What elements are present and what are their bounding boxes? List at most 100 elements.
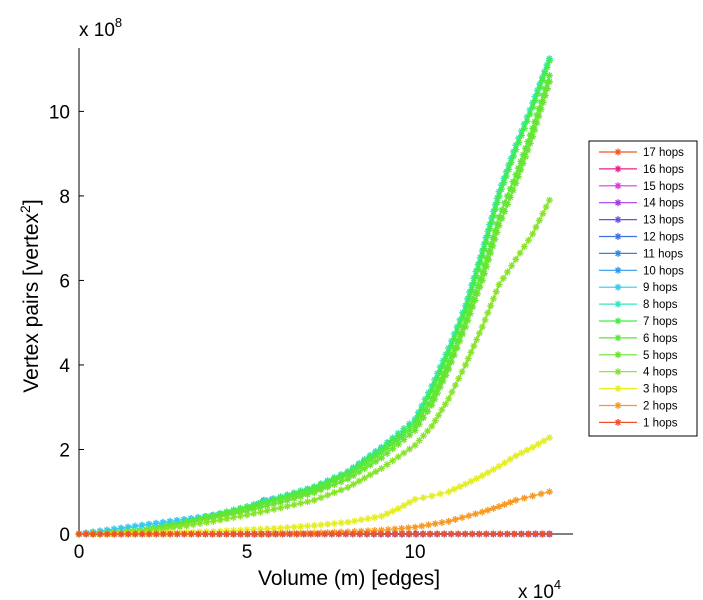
data-point xyxy=(283,524,291,532)
y-tick-label: 4 xyxy=(59,356,70,377)
data-point xyxy=(419,414,427,422)
data-point xyxy=(283,496,291,504)
data-point xyxy=(484,309,492,317)
data-point xyxy=(441,400,449,408)
data-point xyxy=(484,231,492,239)
data-point xyxy=(484,506,492,514)
data-point xyxy=(419,432,427,440)
data-point xyxy=(473,290,481,298)
data-point xyxy=(424,400,432,408)
data-point xyxy=(307,530,315,538)
data-point xyxy=(103,526,111,534)
data-point xyxy=(517,131,525,139)
data-point xyxy=(424,521,432,529)
data-point xyxy=(433,374,441,382)
data-point xyxy=(531,126,539,134)
data-point xyxy=(372,457,380,465)
data-point xyxy=(424,427,432,435)
data-point xyxy=(357,527,365,535)
data-point xyxy=(355,468,363,476)
data-point xyxy=(485,256,493,264)
data-point xyxy=(532,223,540,231)
data-point xyxy=(366,471,374,479)
data-point xyxy=(415,420,423,428)
legend-marker xyxy=(614,165,622,173)
data-point xyxy=(495,213,503,221)
data-point xyxy=(520,243,528,251)
series-line xyxy=(78,60,551,535)
data-point xyxy=(391,525,399,533)
data-point xyxy=(442,350,450,358)
data-point xyxy=(450,351,458,359)
data-point xyxy=(236,526,244,534)
data-point xyxy=(481,316,489,324)
data-point xyxy=(445,348,453,356)
legend-marker xyxy=(614,148,622,156)
data-point xyxy=(215,530,223,538)
legend-item: 12 hops xyxy=(599,232,684,244)
data-point xyxy=(317,521,325,529)
data-point xyxy=(515,138,523,146)
y-tick-label: 2 xyxy=(59,440,70,461)
data-point xyxy=(529,443,537,451)
data-point xyxy=(526,139,534,147)
data-point xyxy=(400,427,408,435)
data-point xyxy=(474,265,482,273)
data-point xyxy=(471,289,479,297)
data-point xyxy=(476,283,484,291)
data-point xyxy=(456,320,464,328)
data-point xyxy=(335,530,343,538)
data-point xyxy=(489,295,497,303)
data-point xyxy=(250,510,258,518)
data-point xyxy=(356,530,364,538)
data-point xyxy=(297,529,305,537)
data-point xyxy=(317,486,325,494)
data-point xyxy=(439,377,447,385)
y-tick-label: 6 xyxy=(59,271,70,292)
legend-label: 3 hops xyxy=(643,384,678,396)
data-point xyxy=(445,365,453,373)
data-point xyxy=(173,516,181,524)
data-point xyxy=(464,355,472,363)
legend-label: 2 hops xyxy=(643,401,678,413)
data-point xyxy=(453,338,461,346)
data-point xyxy=(131,530,139,538)
data-point xyxy=(357,516,365,524)
data-point xyxy=(117,524,125,532)
data-point xyxy=(506,498,514,506)
data-point xyxy=(110,530,118,538)
legend-marker xyxy=(614,216,622,224)
data-point xyxy=(424,407,432,415)
series-6-hops xyxy=(75,71,553,538)
data-point xyxy=(256,508,264,516)
data-point xyxy=(411,523,419,531)
data-point xyxy=(300,530,308,538)
data-point xyxy=(370,530,378,538)
data-point xyxy=(251,530,259,538)
data-point xyxy=(424,389,432,397)
data-point xyxy=(428,382,436,390)
data-point xyxy=(512,452,520,460)
data-point xyxy=(538,77,546,85)
data-point xyxy=(162,525,170,533)
data-point xyxy=(467,477,475,485)
data-point xyxy=(419,494,427,502)
data-point xyxy=(404,524,412,532)
data-point xyxy=(431,376,439,384)
legend-marker xyxy=(614,351,622,359)
data-point xyxy=(304,522,312,530)
series-5-hops xyxy=(75,78,553,538)
legend-label: 8 hops xyxy=(643,299,678,311)
data-point xyxy=(383,444,391,452)
data-point xyxy=(383,449,391,457)
data-point xyxy=(421,399,429,407)
data-point xyxy=(489,212,497,220)
data-point xyxy=(450,485,458,493)
x-tick-label: 5 xyxy=(242,542,253,563)
data-point xyxy=(424,393,432,401)
data-point xyxy=(458,368,466,376)
data-point xyxy=(428,386,436,394)
data-point xyxy=(533,119,541,127)
data-point xyxy=(472,510,480,518)
